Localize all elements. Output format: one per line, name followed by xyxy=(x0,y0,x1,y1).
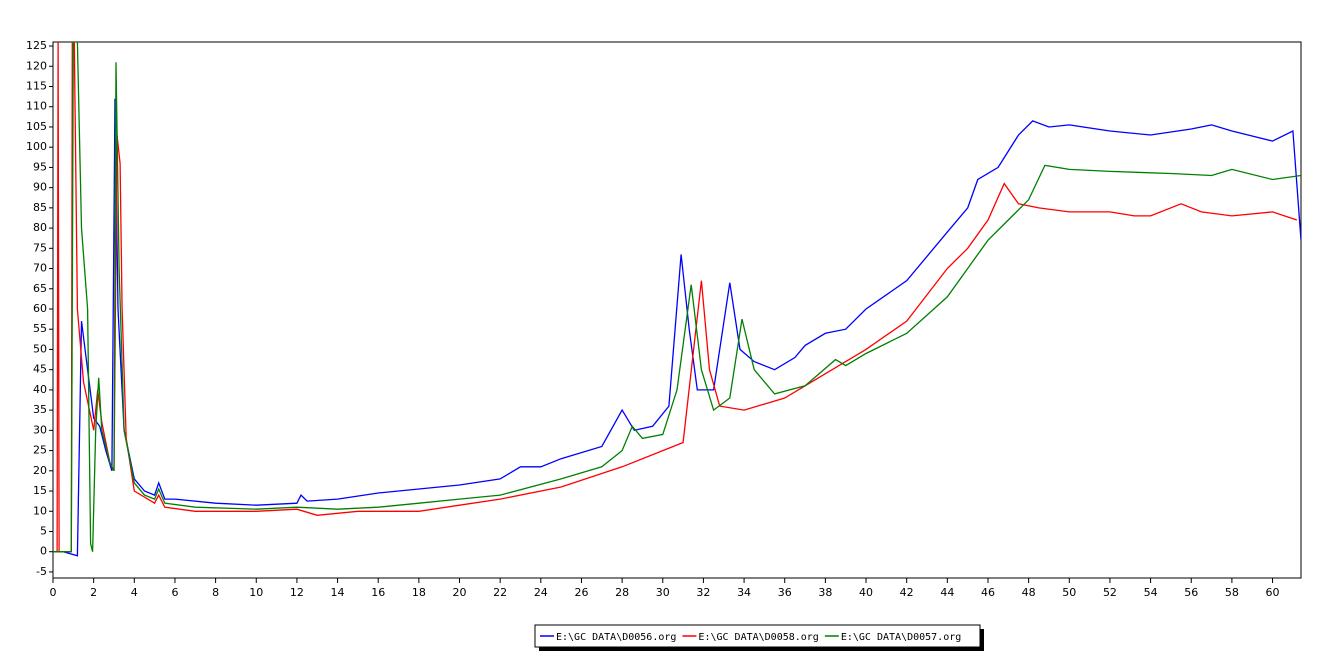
x-tick-label: 4 xyxy=(131,586,138,599)
series-line xyxy=(53,42,1301,553)
x-tick-label: 10 xyxy=(249,586,263,599)
x-tick-label: 36 xyxy=(778,586,792,599)
x-tick-label: 58 xyxy=(1225,586,1239,599)
y-tick-label: 105 xyxy=(26,120,47,133)
y-tick-label: 50 xyxy=(33,342,47,355)
x-tick-label: 20 xyxy=(453,586,467,599)
y-tick-label: 85 xyxy=(33,201,47,214)
series-line xyxy=(53,42,1298,553)
legend-label: E:\GC DATA\D0057.org xyxy=(841,632,961,643)
x-tick-label: 40 xyxy=(859,586,873,599)
y-tick-label: -5 xyxy=(36,565,47,578)
x-tick-label: 18 xyxy=(412,586,426,599)
x-tick-label: 22 xyxy=(493,586,507,599)
x-tick-label: 54 xyxy=(1144,586,1158,599)
x-tick-label: 6 xyxy=(171,586,178,599)
x-tick-label: 50 xyxy=(1062,586,1076,599)
x-tick-label: 12 xyxy=(290,586,304,599)
x-tick-label: 52 xyxy=(1103,586,1117,599)
x-tick-label: 2 xyxy=(90,586,97,599)
x-tick-label: 56 xyxy=(1184,586,1198,599)
x-tick-label: 38 xyxy=(818,586,832,599)
x-tick-label: 32 xyxy=(696,586,710,599)
x-tick-label: 48 xyxy=(1022,586,1036,599)
legend-label: E:\GC DATA\D0056.org xyxy=(556,632,676,643)
x-tick-label: 44 xyxy=(940,586,954,599)
y-tick-label: 40 xyxy=(33,383,47,396)
y-tick-label: 55 xyxy=(33,322,47,335)
y-tick-label: 0 xyxy=(40,545,47,558)
y-tick-label: 5 xyxy=(40,524,47,537)
legend: E:\GC DATA\D0056.org E:\GC DATA\D0058.org… xyxy=(534,624,984,651)
x-tick-label: 26 xyxy=(574,586,588,599)
y-tick-label: 100 xyxy=(26,140,47,153)
y-tick-label: 10 xyxy=(33,504,47,517)
x-tick-label: 30 xyxy=(656,586,670,599)
y-tick-label: 20 xyxy=(33,464,47,477)
plot-lines xyxy=(53,42,1301,557)
y-tick-label: 125 xyxy=(26,39,47,52)
y-tick-label: 80 xyxy=(33,221,47,234)
legend-box xyxy=(534,624,981,648)
y-tick-label: 15 xyxy=(33,484,47,497)
y-tick-label: 30 xyxy=(33,423,47,436)
y-tick-label: 120 xyxy=(26,59,47,72)
y-tick-label: 45 xyxy=(33,363,47,376)
x-tick-label: 28 xyxy=(615,586,629,599)
y-tick-label: 110 xyxy=(26,100,47,113)
x-tick-label: 24 xyxy=(534,586,548,599)
y-tick-label: 75 xyxy=(33,241,47,254)
y-tick-label: 25 xyxy=(33,444,47,457)
y-tick-label: 35 xyxy=(33,403,47,416)
y-tick-label: 115 xyxy=(26,79,47,92)
x-tick-label: 60 xyxy=(1266,586,1280,599)
x-tick-label: 46 xyxy=(981,586,995,599)
y-tick-label: 60 xyxy=(33,302,47,315)
x-tick-label: 42 xyxy=(900,586,914,599)
x-tick-label: 0 xyxy=(50,586,57,599)
y-tick-label: 65 xyxy=(33,282,47,295)
legend-label: E:\GC DATA\D0058.org xyxy=(698,632,818,643)
y-tick-label: 70 xyxy=(33,262,47,275)
y-tick-label: 95 xyxy=(33,160,47,173)
x-tick-label: 8 xyxy=(212,586,219,599)
x-tick-label: 34 xyxy=(737,586,751,599)
y-tick-label: 90 xyxy=(33,181,47,194)
x-tick-label: 14 xyxy=(331,586,345,599)
x-tick-label: 16 xyxy=(371,586,385,599)
